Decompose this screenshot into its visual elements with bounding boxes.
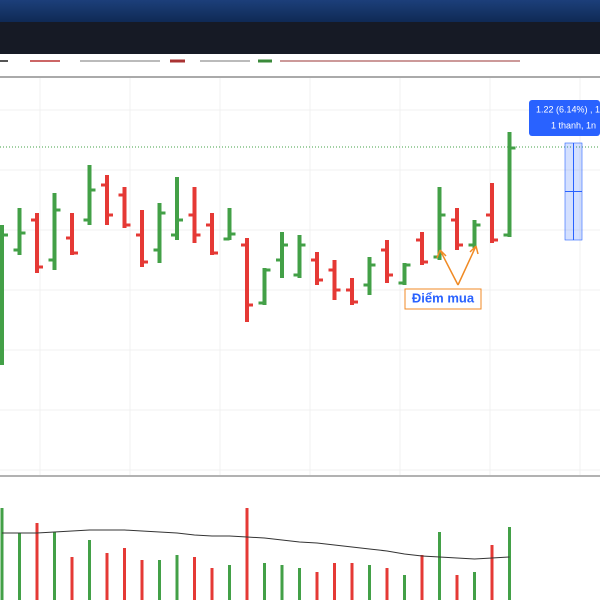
sub-toolbar [0, 54, 600, 77]
measure-text: 1.22 (6.14%) , 1 [536, 104, 600, 114]
volume-ma [2, 529, 510, 560]
annotation-arrows [436, 245, 479, 286]
measure-label [529, 100, 600, 136]
title-bar [0, 0, 600, 22]
annotation-box [404, 288, 482, 310]
toolbar [0, 22, 600, 54]
measure-text: 1 thanh, 1n [551, 120, 596, 130]
plot [0, 78, 600, 600]
annotation-text: Điểm mua [412, 290, 475, 305]
